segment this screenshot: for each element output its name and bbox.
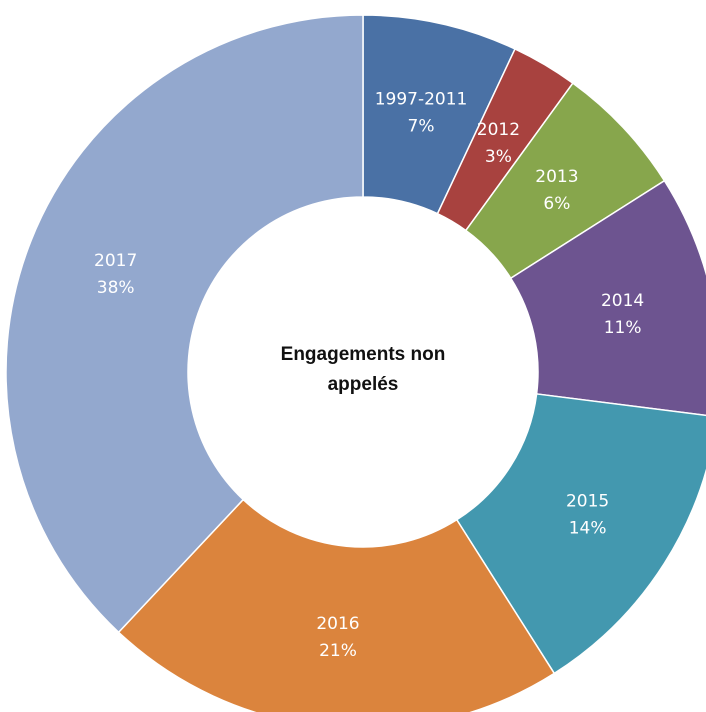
slice-category-label: 2016 [316, 614, 359, 634]
slice-category-label: 2012 [477, 120, 520, 140]
donut-slice [455, 393, 706, 675]
donut-slice [5, 14, 364, 634]
slice-value-label: 7% [408, 116, 435, 136]
slice-value-label: 11% [604, 318, 642, 338]
slice-value-label: 38% [97, 278, 135, 298]
slice-value-label: 21% [319, 641, 357, 661]
slice-value-label: 14% [569, 519, 607, 539]
slice-category-label: 1997-2011 [375, 89, 468, 109]
slice-value-label: 3% [485, 147, 512, 167]
slice-value-label: 6% [543, 194, 570, 214]
slice-category-label: 2014 [601, 291, 644, 311]
donut-slice [117, 498, 556, 712]
slice-category-label: 2017 [94, 251, 137, 271]
slice-category-label: 2013 [535, 167, 578, 187]
donut-slice [509, 179, 706, 417]
slice-category-label: 2015 [566, 492, 609, 512]
chart-title: Engagements non appelés [280, 344, 446, 395]
